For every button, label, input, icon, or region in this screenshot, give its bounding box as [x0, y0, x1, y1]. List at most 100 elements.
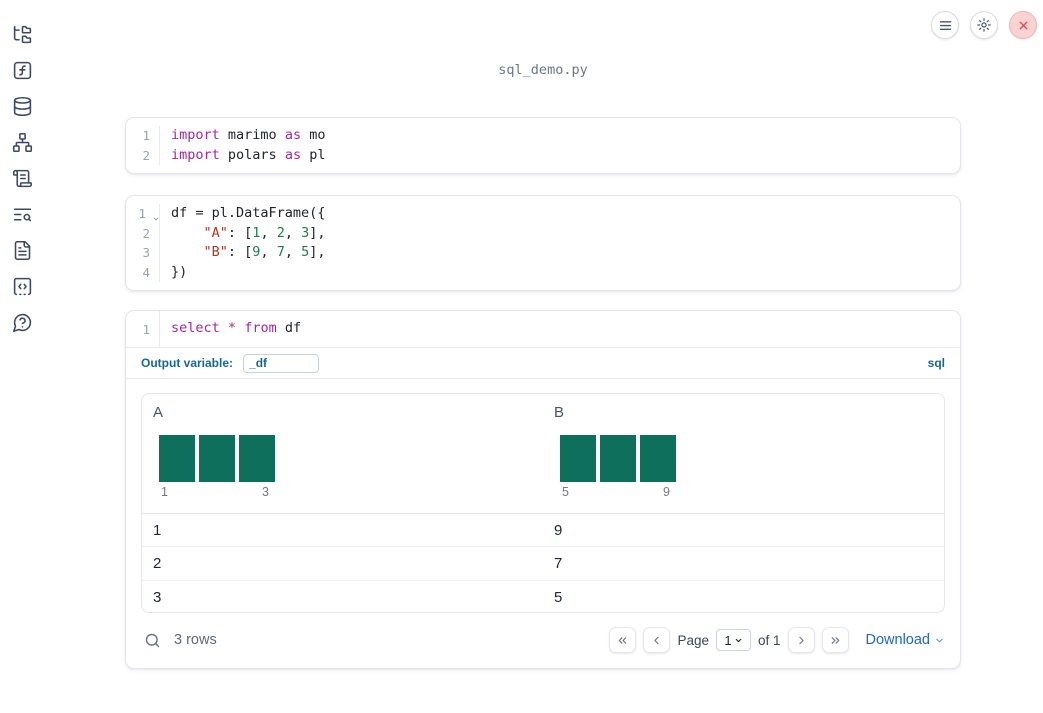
code-token: pl	[301, 146, 326, 163]
table-cell: 1	[153, 521, 162, 539]
histogram-bar	[199, 435, 235, 482]
language-badge[interactable]: sql	[927, 356, 945, 370]
histogram-max-label: 9	[663, 485, 670, 499]
code-line: df = pl.DataFrame({	[171, 204, 326, 224]
logs-icon[interactable]	[11, 203, 33, 225]
table-header: A 1 3 B	[142, 394, 944, 514]
row-count: 3 rows	[174, 632, 217, 648]
scratchpad-icon[interactable]	[11, 167, 33, 189]
hamburger-icon	[939, 20, 951, 30]
code-token: df = pl.DataFrame({	[171, 205, 326, 221]
code-token	[236, 320, 244, 336]
sql-editor[interactable]: select * from df	[160, 311, 301, 347]
code-token: : [	[227, 244, 253, 260]
fold-chevron-icon[interactable]	[152, 209, 160, 229]
chevron-left-icon	[654, 636, 660, 644]
table-row: 1 9	[142, 514, 944, 548]
histogram-bar	[159, 435, 195, 482]
code-line: "A": [1, 2, 3],	[171, 224, 326, 244]
code-cell-dataframe[interactable]: 1 2 3 4 df = pl.DataFrame({ "A": [1, 2, …	[125, 195, 961, 291]
output-variable-input[interactable]	[243, 353, 320, 373]
page-label: Page	[677, 632, 709, 648]
dataframe-table: A 1 3 B	[141, 393, 945, 613]
column-name: A	[153, 404, 164, 421]
code-token: 1	[252, 224, 261, 241]
line-number: 1	[126, 204, 159, 224]
table-cell: 5	[554, 588, 563, 606]
code-token: ],	[309, 244, 326, 260]
page-select-value: 1	[724, 632, 732, 648]
functions-icon[interactable]	[11, 59, 33, 81]
histogram-min-label: 1	[161, 485, 168, 499]
code-cell-imports[interactable]: 1 2 import marimo as mo import polars as…	[125, 117, 961, 174]
file-explorer-icon[interactable]	[11, 23, 33, 45]
column-name: B	[554, 404, 565, 421]
settings-button[interactable]	[970, 11, 998, 39]
help-icon[interactable]	[11, 311, 33, 333]
code-token: *	[227, 320, 237, 337]
close-button[interactable]	[1009, 11, 1037, 39]
code-token: ],	[309, 224, 326, 241]
snippets-icon[interactable]	[11, 275, 33, 297]
line-number: 4	[142, 264, 150, 280]
code-token: 7	[276, 244, 285, 260]
code-token: 3	[301, 224, 310, 241]
output-variable-row: Output variable: sql	[126, 348, 960, 379]
table-cell: 9	[554, 521, 563, 539]
documentation-icon[interactable]	[11, 239, 33, 261]
code-token: as	[284, 146, 302, 163]
code-token: import	[171, 146, 220, 163]
code-token: 2	[276, 224, 285, 241]
line-number-gutter: 1 2 3 4	[126, 204, 160, 282]
code-token: as	[284, 127, 302, 143]
page-select[interactable]: 1	[715, 629, 751, 651]
prev-page-button[interactable]	[643, 627, 671, 653]
line-number: 1	[142, 321, 150, 337]
code-token: from	[244, 320, 277, 337]
close-icon	[1019, 21, 1027, 29]
data-sources-icon[interactable]	[11, 95, 33, 117]
column-header-b[interactable]: B 5 9	[543, 394, 944, 513]
sql-cell: 1 select * from df Output variable: sql …	[125, 310, 961, 669]
table-cell: 2	[153, 554, 162, 572]
histogram-bar	[239, 435, 275, 482]
download-button[interactable]: Download	[866, 632, 946, 648]
code-token: df	[276, 320, 302, 337]
code-token: })	[171, 263, 188, 280]
last-page-button[interactable]	[821, 627, 849, 653]
code-token: select	[171, 320, 220, 337]
code-token: marimo	[219, 127, 285, 143]
table-row: 2 7	[142, 547, 944, 581]
dependency-graph-icon[interactable]	[11, 131, 33, 153]
column-header-a[interactable]: A 1 3	[142, 394, 543, 513]
code-token: 9	[252, 244, 261, 260]
code-token	[171, 225, 204, 241]
code-editor[interactable]: df = pl.DataFrame({ "A": [1, 2, 3], "B":…	[160, 204, 326, 282]
menu-button[interactable]	[931, 11, 959, 39]
notebook-filename: sql_demo.py	[498, 62, 588, 78]
code-token: ,	[284, 244, 302, 260]
table-cell: 7	[554, 554, 563, 572]
next-page-button[interactable]	[787, 627, 815, 653]
sidebar	[0, 0, 44, 713]
line-number: 3	[142, 245, 150, 260]
code-token: 5	[301, 244, 310, 260]
code-token	[220, 320, 228, 336]
column-histogram: 1 3	[159, 435, 275, 499]
download-label: Download	[865, 632, 931, 648]
code-token: "A"	[203, 224, 228, 241]
code-token: ,	[260, 244, 277, 260]
code-token: ,	[284, 224, 302, 241]
cell-output: A 1 3 B	[126, 379, 960, 668]
histogram-max-label: 3	[262, 485, 269, 499]
code-editor[interactable]: import marimo as mo import polars as pl	[160, 126, 325, 165]
table-footer: 3 rows Page 1 of 1	[141, 622, 945, 658]
search-button[interactable]	[144, 632, 161, 649]
page-of-label: of 1	[757, 632, 781, 648]
code-line: })	[171, 263, 326, 283]
output-variable-label: Output variable:	[141, 356, 234, 370]
first-page-button[interactable]	[609, 627, 637, 653]
code-token	[171, 244, 204, 260]
code-token: polars	[219, 146, 285, 163]
histogram-bar	[640, 435, 676, 482]
